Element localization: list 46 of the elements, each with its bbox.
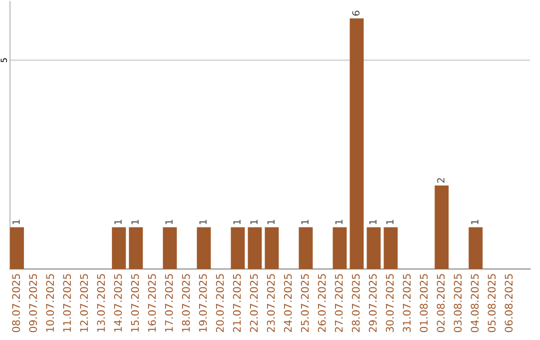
x-tick-label: 06.08.2025 [504,274,513,332]
x-tick-label: 04.08.2025 [470,274,479,332]
x-tick-label: 22.07.2025 [250,274,258,332]
x-tick-label: 13.07.2025 [97,274,105,332]
x-tick-label: 05.08.2025 [488,274,496,332]
x-tick-label: 19.07.2025 [198,274,207,332]
x-tick-label: 10.07.2025 [46,274,54,332]
x-tick-label: 29.07.2025 [368,274,377,332]
x-tick-label: 24.07.2025 [284,274,292,332]
data-label: 1 [335,220,342,224]
data-label: 1 [165,220,173,224]
data-label: 1 [369,220,376,224]
data-label: 1 [301,220,308,224]
data-label: 1 [386,220,394,224]
data-label: 1 [199,220,207,224]
data-label: 1 [250,220,258,224]
data-label: 6 [352,10,360,16]
data-label: 1 [267,220,274,224]
x-tick-label: 01.08.2025 [420,274,428,332]
data-label: 1 [471,220,478,224]
x-tick-label: 31.07.2025 [402,274,411,332]
data-label: 1 [114,220,122,224]
data-label: 1 [131,220,139,224]
x-tick-label: 20.07.2025 [216,274,224,332]
x-tick-label: 25.07.2025 [300,274,309,332]
x-tick-label: 02.08.2025 [436,274,445,332]
x-tick-label: 11.07.2025 [63,274,71,332]
x-tick-label: 18.07.2025 [182,274,190,332]
x-tick-label: 08.07.2025 [12,274,20,332]
x-tick-label: 12.07.2025 [80,274,88,332]
data-label: 1 [12,220,20,224]
x-tick-label: 03.08.2025 [454,274,462,332]
x-tick-label: 27.07.2025 [334,274,343,332]
x-tick-label: 15.07.2025 [131,274,139,332]
x-tick-label: 23.07.2025 [266,274,275,332]
data-label: 2 [437,178,444,183]
x-tick-label: 26.07.2025 [318,274,326,332]
x-tick-label: 28.07.2025 [352,274,360,332]
data-label: 1 [233,220,240,224]
x-tick-label: 14.07.2025 [114,274,122,332]
x-tick-label: 17.07.2025 [165,274,173,332]
x-tick-label: 16.07.2025 [148,274,156,332]
y-tick-label: 5 [0,58,7,62]
x-tick-label: 30.07.2025 [386,274,394,332]
x-tick-label: 21.07.2025 [232,274,241,332]
x-tick-label: 09.07.2025 [29,274,37,332]
